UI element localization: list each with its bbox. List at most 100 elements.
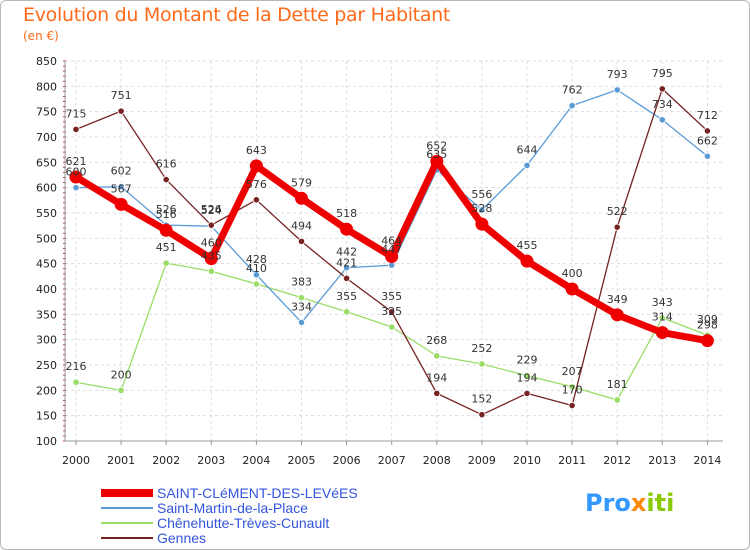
point-s0-13 — [655, 326, 669, 340]
data-label-s3-12: 522 — [607, 205, 628, 218]
data-label-s0-6: 518 — [336, 207, 357, 220]
data-label-s1-10: 644 — [517, 143, 538, 156]
point-s3-12 — [613, 223, 621, 231]
x-tick-label: 2013 — [648, 454, 676, 467]
point-s2-9 — [478, 360, 486, 368]
data-label-s2-2: 451 — [156, 241, 177, 254]
point-s1-1 — [117, 183, 125, 191]
data-label-s2-0: 216 — [66, 360, 87, 373]
point-s3-1 — [117, 107, 125, 115]
data-label-s1-14: 662 — [697, 134, 718, 147]
y-tick-label: 100 — [36, 435, 57, 448]
data-label-s0-13: 314 — [652, 311, 673, 324]
data-label-s1-2: 526 — [156, 203, 177, 216]
point-s2-13 — [658, 314, 666, 322]
point-s1-9 — [478, 206, 486, 214]
x-tick-label: 2005 — [288, 454, 316, 467]
point-s1-0 — [72, 184, 80, 192]
data-label-s3-3: 526 — [201, 203, 222, 216]
point-s1-11 — [568, 101, 576, 110]
data-label-s3-9: 152 — [471, 393, 492, 406]
point-s0-0 — [69, 170, 83, 184]
point-s0-10 — [520, 254, 534, 268]
data-label-s2-7: 325 — [381, 305, 402, 318]
y-tick-label: 500 — [36, 232, 57, 245]
point-s0-5 — [295, 191, 308, 205]
data-label-s1-7: 447 — [381, 243, 402, 256]
x-tick-label: 2009 — [468, 454, 496, 467]
logo-part-2: iti — [646, 489, 675, 517]
x-tick-label: 2011 — [558, 454, 586, 467]
data-label-s1-11: 762 — [562, 84, 583, 97]
proxiti-logo: Proxiti — [585, 489, 674, 517]
point-s3-9 — [478, 411, 486, 419]
y-tick-label: 750 — [36, 106, 57, 119]
point-s3-13 — [658, 85, 666, 93]
data-label-s3-8: 194 — [426, 371, 447, 384]
point-s2-11 — [568, 383, 576, 391]
logo-part-x: x — [630, 489, 647, 517]
point-s0-3 — [204, 252, 218, 266]
x-tick-label: 2012 — [603, 454, 631, 467]
x-tick-label: 2000 — [62, 454, 90, 467]
data-label-s2-10: 229 — [517, 354, 538, 367]
point-s0-8 — [430, 154, 444, 168]
y-tick-label: 600 — [36, 182, 57, 195]
point-s2-8 — [433, 352, 441, 360]
data-label-s0-9: 528 — [471, 202, 492, 215]
point-s2-7 — [388, 323, 396, 331]
y-tick-label: 650 — [36, 156, 57, 169]
point-s2-2 — [162, 259, 170, 267]
data-label-s0-14: 298 — [697, 319, 718, 332]
data-label-s2-14: 309 — [697, 313, 718, 326]
point-s3-14 — [703, 127, 712, 135]
data-label-s0-2: 516 — [156, 208, 177, 221]
logo-part-1: Pro — [585, 489, 631, 517]
x-tick-label: 2008 — [423, 454, 451, 467]
data-label-s0-5: 579 — [291, 176, 312, 189]
chart-title: Evolution du Montant de la Dette par Hab… — [23, 4, 451, 26]
data-label-s3-4: 576 — [246, 178, 267, 191]
legend-label-0: SAINT-CLéMENT-DES-LEVéES — [157, 485, 358, 501]
data-label-s0-10: 455 — [517, 239, 538, 252]
x-tick-label: 2006 — [333, 454, 361, 467]
data-label-s2-4: 410 — [246, 262, 267, 275]
point-s2-10 — [523, 372, 531, 380]
point-s0-11 — [565, 282, 579, 296]
y-tick-label: 700 — [36, 131, 57, 144]
data-label-s2-3: 435 — [201, 249, 222, 262]
x-tick-label: 2004 — [242, 454, 270, 467]
data-label-s3-6: 421 — [336, 256, 357, 269]
point-s1-14 — [703, 152, 712, 160]
data-label-s2-9: 252 — [471, 342, 492, 355]
point-s3-6 — [342, 274, 351, 282]
y-tick-label: 550 — [36, 207, 57, 220]
data-labels: 621 567 516 460 643 579 518 464 652 528 455 400 349 3… — [66, 67, 718, 406]
point-s2-4 — [252, 280, 260, 288]
data-label-s3-5: 494 — [291, 219, 312, 232]
data-label-s1-6: 442 — [336, 246, 357, 259]
point-s3-5 — [297, 237, 306, 245]
y-tick-label: 800 — [36, 80, 57, 93]
data-label-s0-3: 460 — [201, 237, 222, 250]
point-s3-8 — [433, 389, 441, 397]
data-label-s2-6: 355 — [336, 290, 357, 303]
data-label-s3-1: 751 — [111, 89, 132, 102]
legend-label-2: Chênehutte-Trèves-Cunault — [157, 515, 329, 531]
data-label-s3-2: 616 — [156, 158, 177, 171]
point-s2-0 — [72, 378, 80, 386]
data-label-s2-5: 383 — [291, 276, 312, 289]
point-s2-5 — [297, 294, 306, 302]
y-tick-label: 400 — [36, 283, 57, 296]
point-s2-3 — [207, 267, 215, 275]
point-s3-11 — [568, 401, 576, 410]
x-tick-label: 2007 — [378, 454, 406, 467]
legend: SAINT-CLéMENT-DES-LEVéESSaint-Martin-de-… — [101, 485, 358, 546]
point-s1-6 — [342, 264, 351, 272]
point-s2-6 — [342, 308, 351, 316]
x-tick-label: 2010 — [513, 454, 541, 467]
y-tick-label: 150 — [36, 410, 57, 423]
data-label-s0-8: 652 — [426, 139, 447, 152]
y-tick-label: 450 — [36, 258, 57, 271]
